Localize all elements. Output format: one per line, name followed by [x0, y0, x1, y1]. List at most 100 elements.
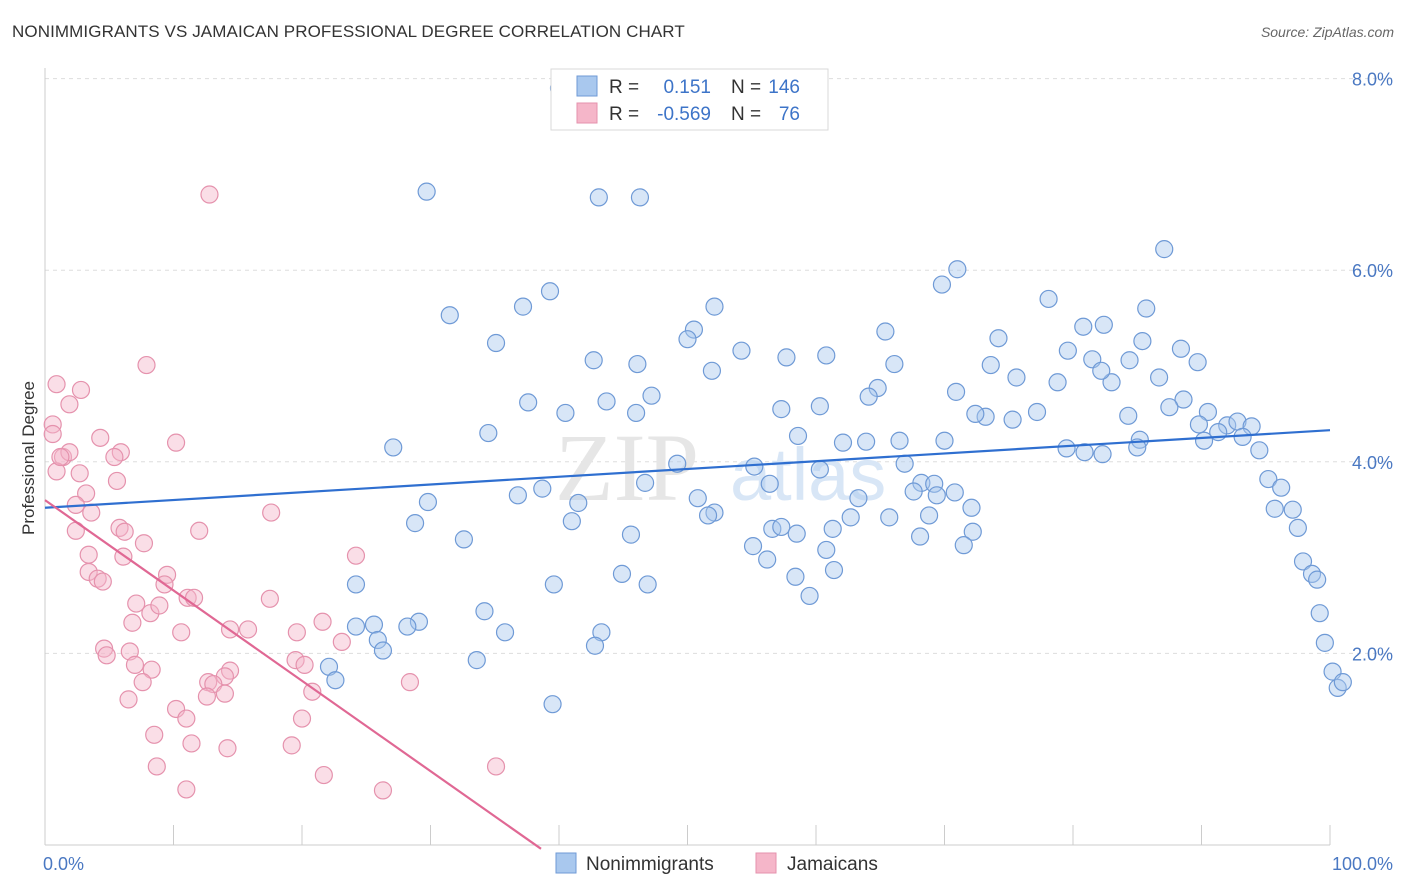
nonimmigrants-point: [1302, 564, 1322, 583]
nonimmigrants-point: [919, 506, 939, 525]
jamaicans-point: [220, 661, 240, 680]
jamaicans-point: [125, 655, 145, 674]
nonimmigrants-point: [398, 617, 417, 636]
nonimmigrants-point: [440, 306, 459, 325]
nonimmigrants-point: [880, 508, 899, 527]
jamaicans-point: [262, 503, 281, 522]
nonimmigrants-point: [597, 392, 616, 411]
nonimmigrants-point: [857, 432, 876, 451]
nonimmigrants-point: [1250, 441, 1269, 460]
legend-n-value-2: 76: [779, 104, 800, 125]
nonimmigrants-point: [760, 474, 779, 493]
jamaicans-point: [486, 757, 506, 776]
jamaicans-point: [120, 642, 139, 661]
nonimmigrants-point: [1120, 351, 1139, 370]
legend-swatch-pink: [576, 102, 598, 124]
bottom-legend-swatch-pink: [755, 852, 777, 874]
nonimmigrants-point: [1272, 478, 1291, 497]
nonimmigrants-point: [684, 320, 704, 339]
nonimmigrants-point: [948, 260, 967, 279]
gridlines: [45, 78, 1392, 654]
bottom-legend: Nonimmigrants Jamaicans: [555, 852, 878, 875]
nonimmigrants-point: [810, 397, 829, 416]
nonimmigrants-points: [319, 79, 1352, 714]
nonimmigrants-point: [833, 433, 853, 452]
jamaicans-point: [286, 651, 305, 670]
nonimmigrants-point: [772, 517, 791, 537]
jamaicans-trend-line: [44, 499, 542, 850]
nonimmigrants-point: [745, 457, 764, 476]
jamaicans-point: [142, 660, 161, 679]
jamaicans-point: [43, 424, 62, 444]
jamaicans-point: [71, 380, 91, 400]
nonimmigrants-point: [346, 617, 366, 636]
jamaicans-point: [77, 484, 96, 503]
nonimmigrants-point: [1189, 415, 1209, 434]
nonimmigrants-point: [1333, 673, 1352, 692]
jamaicans-point: [134, 534, 154, 553]
nonimmigrants-point: [1007, 368, 1026, 387]
nonimmigrants-point: [628, 354, 647, 374]
nonimmigrants-trend-line: [44, 429, 1331, 509]
nonimmigrants-point: [544, 575, 563, 594]
y-tick-label: 4.0%: [1352, 453, 1393, 473]
nonimmigrants-point: [1265, 499, 1284, 518]
nonimmigrants-point: [1160, 398, 1179, 417]
nonimmigrants-point: [800, 586, 819, 606]
jamaicans-point: [60, 395, 79, 414]
nonimmigrants-point: [1283, 500, 1302, 519]
nonimmigrants-point: [668, 454, 687, 473]
nonimmigrants-point: [368, 630, 387, 650]
nonimmigrants-point: [626, 403, 646, 423]
nonimmigrants-point: [479, 423, 498, 443]
nonimmigrants-point: [1315, 633, 1334, 652]
jamaicans-point: [346, 546, 366, 565]
nonimmigrants-point: [1194, 431, 1214, 450]
jamaicans-point: [282, 736, 301, 755]
legend-swatch-blue: [576, 75, 598, 97]
nonimmigrants-point: [910, 527, 930, 546]
jamaicans-point: [313, 612, 332, 631]
nonimmigrants-point: [1048, 373, 1067, 392]
nonimmigrants-point: [1174, 390, 1193, 409]
nonimmigrants-point: [1293, 552, 1313, 571]
nonimmigrants-point: [823, 519, 842, 538]
nonimmigrants-point: [418, 492, 438, 512]
chart-title: NONIMMIGRANTS VS JAMAICAN PROFESSIONAL D…: [12, 22, 685, 41]
nonimmigrants-point: [772, 400, 791, 419]
legend-r-value-2: -0.569: [657, 104, 711, 125]
nonimmigrants-point: [1310, 604, 1329, 623]
nonimmigrants-point: [417, 182, 436, 201]
nonimmigrants-point: [475, 602, 494, 621]
jamaicans-point: [145, 725, 164, 744]
jamaicans-point: [82, 503, 101, 522]
jamaicans-point: [287, 623, 306, 642]
jamaicans-point: [200, 185, 219, 204]
nonimmigrants-point: [1102, 373, 1121, 392]
legend-r-label-2: R =: [609, 104, 639, 125]
trend-lines: [44, 429, 1331, 850]
jamaicans-point: [119, 690, 138, 709]
nonimmigrants-point: [519, 393, 538, 412]
nonimmigrants-point: [562, 512, 581, 531]
jamaicans-point: [47, 375, 66, 394]
nonimmigrants-point: [1094, 315, 1113, 334]
jamaicans-point: [292, 709, 312, 728]
jamaicans-point: [218, 739, 237, 758]
nonimmigrants-point: [876, 322, 895, 341]
nonimmigrants-point: [925, 474, 944, 493]
jamaicans-point: [400, 673, 420, 692]
nonimmigrants-point: [788, 426, 808, 446]
jamaicans-point: [295, 655, 314, 674]
jamaicans-point: [332, 632, 351, 652]
nonimmigrants-point: [373, 641, 393, 660]
nonimmigrants-point: [495, 623, 515, 642]
jamaicans-point: [182, 734, 201, 753]
nonimmigrants-point: [824, 560, 844, 580]
nonimmigrants-point: [1328, 678, 1347, 697]
nonimmigrants-point: [1074, 317, 1093, 336]
nonimmigrants-point: [1288, 518, 1307, 538]
jamaicans-point: [303, 682, 322, 701]
nonimmigrants-point: [777, 348, 796, 367]
